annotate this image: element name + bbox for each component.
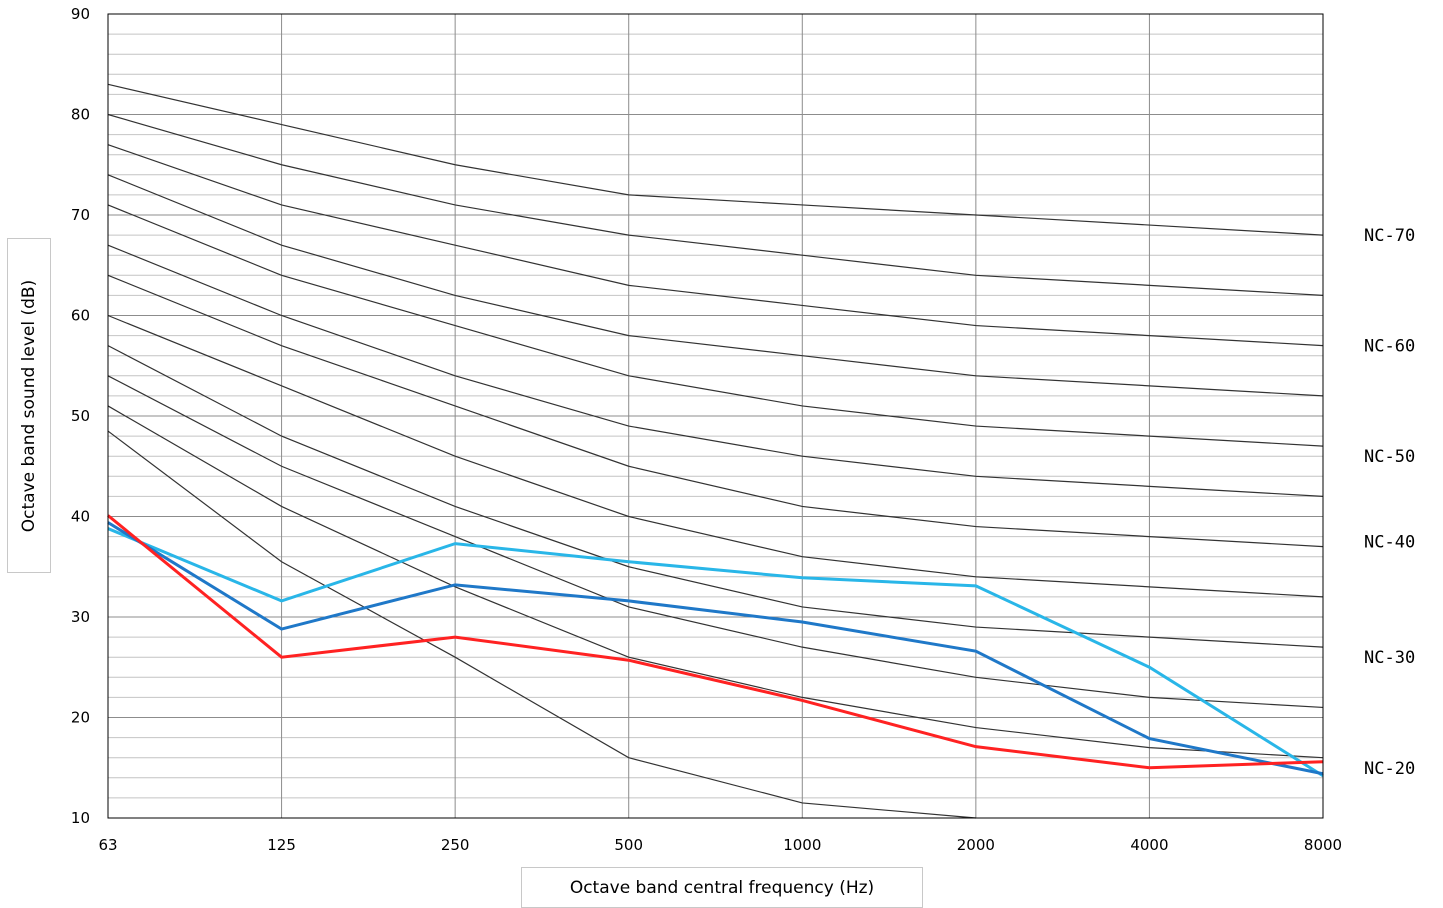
nc-curve-label: NC-20 xyxy=(1364,759,1415,779)
x-tick-label: 500 xyxy=(614,836,643,854)
nc-curve xyxy=(107,430,976,819)
nc-curve-label: NC-40 xyxy=(1364,533,1415,553)
nc-curve-labels: NC-70 NC-60 NC-50 NC-40 NC-30 NC-20 xyxy=(1364,226,1415,779)
y-tick-label: 70 xyxy=(71,206,90,224)
nc-curve xyxy=(107,375,1324,709)
x-axis-title: Octave band central frequency (Hz) xyxy=(521,867,923,908)
x-tick-label: 8000 xyxy=(1304,836,1342,854)
nc-curve-label: NC-50 xyxy=(1364,447,1415,467)
data-series xyxy=(107,514,1324,778)
nc-curves xyxy=(107,83,1324,819)
y-tick-label: 80 xyxy=(71,106,90,124)
x-axis-title-text: Octave band central frequency (Hz) xyxy=(569,877,875,898)
nc-curve xyxy=(107,345,1324,648)
series-line-2 xyxy=(107,521,1324,776)
x-tick-label: 63 xyxy=(98,836,117,854)
x-tick-label: 250 xyxy=(441,836,470,854)
nc-curve xyxy=(107,405,1324,759)
nc-curve xyxy=(107,314,1324,598)
x-tick-label: 1000 xyxy=(783,836,821,854)
nc-curve xyxy=(107,83,1324,236)
y-tick-label: 60 xyxy=(71,307,90,325)
y-axis-title: Octave band sound level (dB) xyxy=(7,238,51,573)
tick-labels: 10 20 30 40 50 60 70 80 90 63 125 250 500 1000 2000 400… xyxy=(71,5,1342,854)
nc-curve-label: NC-60 xyxy=(1364,337,1415,357)
series-line-3 xyxy=(107,514,1324,770)
nc-curve xyxy=(107,244,1324,497)
nc-curve-label: NC-70 xyxy=(1364,226,1415,246)
y-tick-label: 50 xyxy=(71,407,90,425)
nc-curve-label: NC-30 xyxy=(1364,648,1415,668)
y-tick-label: 30 xyxy=(71,608,90,626)
series-line-1 xyxy=(107,527,1324,778)
y-tick-label: 20 xyxy=(71,709,90,727)
x-tick-label: 125 xyxy=(267,836,296,854)
x-tick-label: 4000 xyxy=(1130,836,1168,854)
nc-curve xyxy=(107,144,1324,347)
plot-frame xyxy=(107,13,1324,819)
y-tick-label: 10 xyxy=(71,809,90,827)
y-tick-label: 90 xyxy=(71,5,90,23)
x-tick-label: 2000 xyxy=(957,836,995,854)
nc-curve xyxy=(107,113,1324,296)
grid xyxy=(107,13,1324,819)
nc-curve xyxy=(107,274,1324,548)
y-tick-label: 40 xyxy=(71,508,90,526)
nc-curve xyxy=(107,204,1324,447)
y-axis-title-text: Octave band sound level (dB) xyxy=(19,279,39,532)
nc-curve xyxy=(107,174,1324,397)
